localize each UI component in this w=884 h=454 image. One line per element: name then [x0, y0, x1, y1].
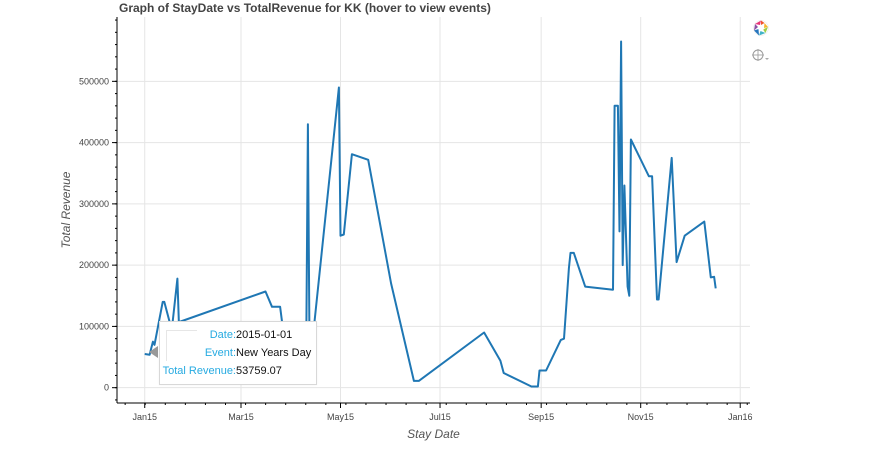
hover-tooltip: Date: 2015-01-01 Event: New Years Day To… — [159, 321, 317, 385]
x-tick-label: May15 — [327, 412, 354, 422]
y-tick-label: 500000 — [79, 76, 109, 86]
bokeh-logo-icon[interactable] — [750, 17, 772, 39]
x-tick-label: Jul15 — [429, 412, 451, 422]
y-tick-label: 300000 — [79, 199, 109, 209]
y-axis-label: Total Revenue — [59, 171, 73, 248]
x-tick-label: Jan16 — [728, 412, 753, 422]
x-tick-label: Mar15 — [228, 412, 254, 422]
tooltip-revenue-label: Total Revenue: — [162, 365, 236, 377]
x-tick-label: Sep15 — [528, 412, 554, 422]
tooltip-event-label: Event: — [204, 347, 236, 359]
tooltip-event-value: New Years Day — [236, 347, 312, 359]
x-tick-label: Nov15 — [628, 412, 654, 422]
chart-title: Graph of StayDate vs TotalRevenue for KK… — [119, 1, 491, 15]
x-tick-label: Jan15 — [132, 412, 157, 422]
tooltip-row-revenue: Total Revenue: 53759.07 — [160, 365, 316, 381]
tooltip-date-label: Date: — [209, 329, 236, 341]
y-tick-label: 200000 — [79, 260, 109, 270]
tooltip-date-value: 2015-01-01 — [236, 329, 293, 341]
tooltip-pointer — [149, 346, 158, 358]
x-axis-label: Stay Date — [407, 427, 460, 441]
tooltip-row-event: Event: New Years Day — [160, 347, 316, 363]
y-tick-label: 0 — [104, 383, 109, 393]
chart-toolbar — [750, 17, 772, 73]
tooltip-thumbnail — [166, 330, 197, 361]
tooltip-row-date: Date: 2015-01-01 — [160, 329, 316, 345]
y-tick-label: 100000 — [79, 321, 109, 331]
hover-crosshair-icon[interactable] — [750, 45, 772, 67]
y-tick-label: 400000 — [79, 138, 109, 148]
tooltip-revenue-value: 53759.07 — [236, 365, 282, 377]
